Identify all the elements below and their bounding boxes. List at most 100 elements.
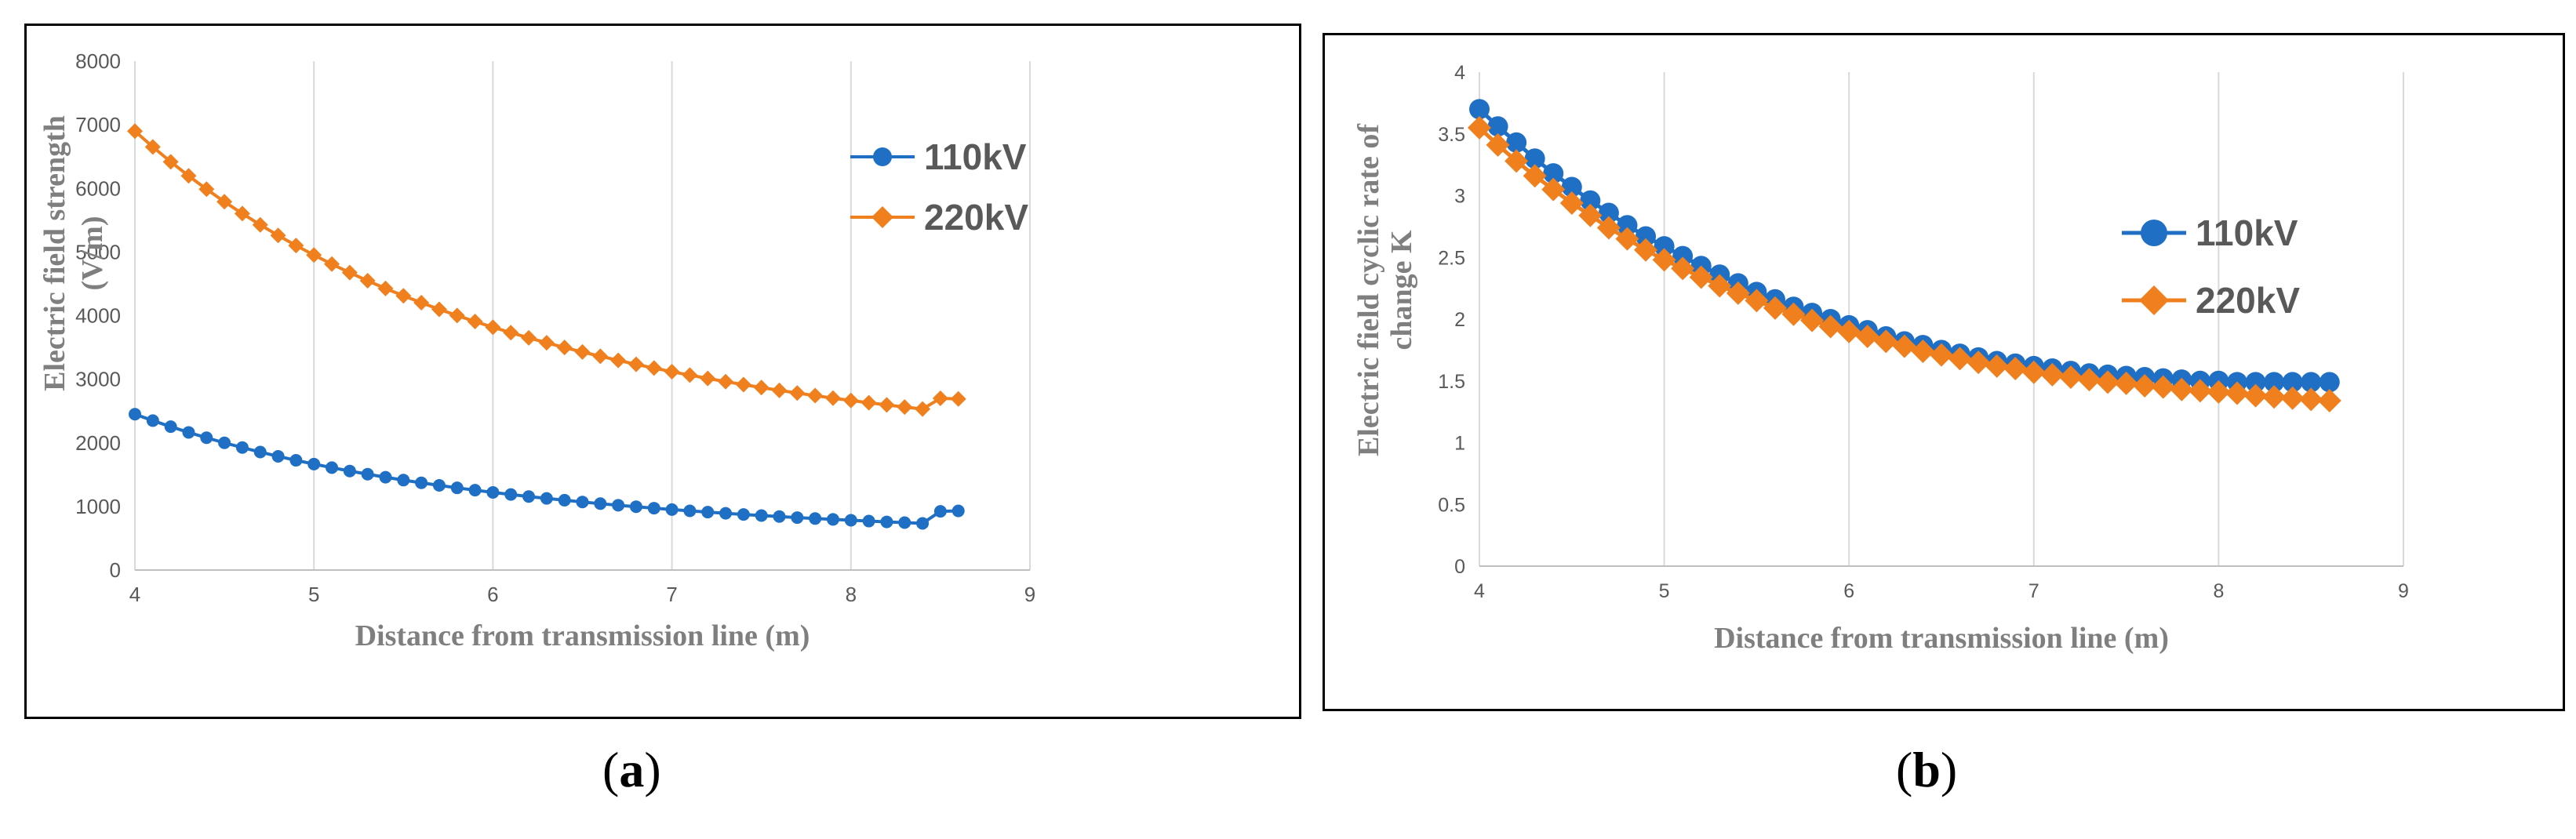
- data-point-110kV: [826, 513, 839, 526]
- data-point-220kV: [449, 307, 465, 324]
- data-point-220kV: [2021, 360, 2046, 384]
- data-point-220kV: [897, 399, 913, 416]
- data-point-220kV: [431, 301, 447, 318]
- data-point-110kV: [253, 445, 267, 459]
- data-point-110kV: [558, 493, 571, 507]
- data-point-220kV: [1726, 281, 1750, 305]
- y-tick-label: 3: [1454, 186, 1465, 208]
- panel-a-caption: (a): [602, 742, 661, 797]
- y-tick-label: 3000: [75, 368, 121, 391]
- chart-panel-b: 4 5 6 7 8 9 0 0.5 1 1.5 2 2.5 3 3.5 4 Distance from tra…: [1323, 33, 2565, 711]
- data-point-220kV: [1855, 325, 1879, 349]
- data-point-110kV: [1672, 245, 1694, 267]
- data-point-220kV: [1818, 314, 1843, 339]
- data-point-110kV: [450, 481, 464, 495]
- data-point-110kV: [432, 479, 446, 492]
- data-point-220kV: [735, 376, 751, 393]
- data-point-220kV: [807, 387, 824, 404]
- y-tick-label: 2000: [75, 431, 121, 455]
- data-point-110kV: [594, 497, 607, 510]
- data-point-220kV: [2096, 370, 2120, 394]
- data-point-110kV: [737, 508, 750, 521]
- data-point-110kV: [343, 464, 356, 478]
- panel-b-caption: (b): [1896, 742, 1958, 797]
- data-point-110kV: [647, 502, 660, 515]
- data-point-220kV: [288, 238, 304, 254]
- data-point-110kV: [1635, 226, 1657, 247]
- data-point-220kV: [341, 264, 358, 281]
- data-point-220kV: [485, 319, 501, 336]
- data-point-110kV: [540, 492, 553, 505]
- y-tick-label: 1.5: [1438, 371, 1465, 393]
- data-point-220kV: [306, 247, 322, 263]
- data-point-110kV: [576, 496, 589, 509]
- data-point-110kV: [397, 474, 410, 487]
- data-point-220kV: [1874, 329, 1898, 354]
- data-point-110kV: [182, 426, 195, 439]
- y-tick-label: 3.5: [1438, 124, 1465, 146]
- y-axis-title-line: Electric field strength: [38, 115, 71, 391]
- data-point-220kV: [359, 273, 376, 289]
- data-point-110kV: [1561, 176, 1582, 198]
- data-point-110kV: [326, 461, 339, 474]
- data-point-110kV: [916, 517, 930, 530]
- data-point-110kV: [791, 511, 804, 525]
- data-point-220kV: [1781, 302, 1806, 326]
- data-point-110kV: [1617, 215, 1638, 236]
- data-point-220kV: [2170, 377, 2194, 401]
- data-point-220kV: [1800, 308, 1825, 332]
- data-point-220kV: [664, 364, 680, 380]
- data-point-110kV: [271, 449, 285, 463]
- data-point-220kV: [503, 325, 519, 341]
- data-point-220kV: [592, 348, 609, 365]
- x-tick-label: 9: [1024, 583, 1035, 606]
- data-point-220kV: [842, 392, 859, 409]
- y-tick-label: 4: [1454, 62, 1465, 84]
- data-point-220kV: [1985, 354, 2009, 378]
- data-point-220kV: [824, 390, 841, 406]
- y-tick-label: 5000: [75, 240, 121, 263]
- data-point-220kV: [1911, 339, 1935, 363]
- x-tick-label: 7: [666, 583, 677, 606]
- data-point-220kV: [1523, 164, 1547, 188]
- data-point-110kV: [129, 408, 141, 421]
- y-tick-label: 0: [1454, 556, 1465, 578]
- data-point-110kV: [809, 512, 822, 525]
- data-point-220kV: [789, 385, 806, 401]
- data-point-110kV: [146, 414, 159, 427]
- data-point-110kV: [2319, 372, 2340, 393]
- data-point-220kV: [2317, 388, 2341, 412]
- data-point-110kV: [755, 509, 768, 522]
- series-line-110kV: [134, 412, 959, 525]
- y-tick-label: 0.5: [1438, 494, 1465, 516]
- data-point-110kV: [289, 454, 303, 467]
- data-point-110kV: [1487, 116, 1508, 137]
- data-point-220kV: [646, 360, 662, 376]
- data-point-220kV: [915, 401, 931, 417]
- data-point-110kV: [415, 476, 428, 489]
- legend-marker-220kV: [2139, 285, 2169, 315]
- data-point-220kV: [2003, 357, 2028, 380]
- data-point-220kV: [144, 139, 161, 155]
- data-point-110kV: [629, 500, 642, 514]
- data-point-110kV: [468, 484, 482, 497]
- data-point-220kV: [2262, 385, 2287, 409]
- legend-marker-110kV: [2141, 220, 2167, 246]
- data-point-110kV: [235, 441, 249, 454]
- y-tick-label: 1: [1454, 433, 1465, 455]
- x-tick-label: 6: [1843, 580, 1854, 602]
- y-tick-label: 4000: [75, 304, 121, 328]
- x-tick-label: 7: [2028, 580, 2039, 602]
- data-point-220kV: [1504, 149, 1529, 173]
- data-point-220kV: [252, 216, 268, 233]
- data-point-220kV: [1671, 256, 1695, 281]
- data-point-110kV: [683, 504, 697, 518]
- data-point-220kV: [753, 380, 770, 396]
- data-point-110kV: [862, 514, 875, 528]
- data-point-220kV: [198, 181, 215, 198]
- data-point-220kV: [932, 390, 948, 406]
- data-point-220kV: [1892, 334, 1916, 358]
- data-point-220kV: [771, 382, 788, 398]
- y-tick-label: 6000: [75, 176, 121, 200]
- data-point-110kV: [773, 510, 786, 523]
